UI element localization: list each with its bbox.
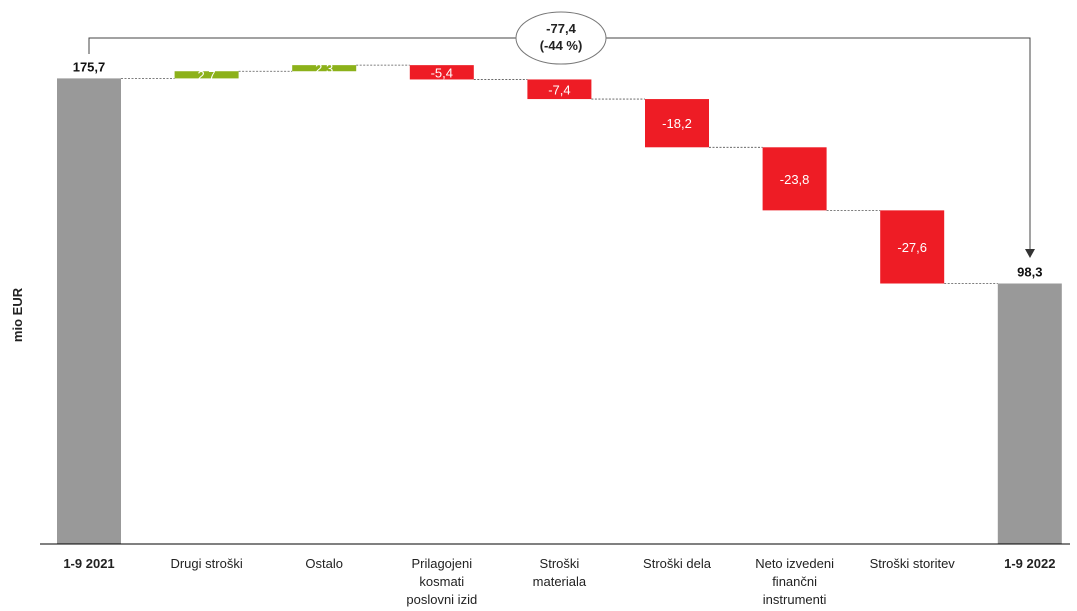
x-tick-label-2: Ostalo <box>305 556 343 571</box>
bar-5 <box>645 99 709 148</box>
change-arrow-head <box>1025 249 1035 258</box>
bars-group <box>57 65 1062 545</box>
y-axis-label: mio EUR <box>10 287 25 342</box>
bar-0 <box>57 78 121 545</box>
x-tick-label-4: Stroški materiala <box>533 556 587 589</box>
change-callout-ellipse <box>515 11 607 65</box>
bar-7 <box>880 210 945 284</box>
change-callout-percent: (-44 %) <box>540 38 583 53</box>
x-tick-label-8: 1-9 2022 <box>1004 556 1055 571</box>
value-label-4: -7,4 <box>548 82 570 97</box>
change-callout-value: -77,4 <box>546 21 576 36</box>
x-tick-label-1: Drugi stroški <box>170 556 242 571</box>
value-label-0: 175,7 <box>73 59 106 74</box>
value-label-8: 98,3 <box>1017 265 1042 280</box>
bar-6 <box>762 147 827 211</box>
x-tick-labels-group: 1-9 2021 Drugi stroški Ostalo Prilagojeni ko… <box>63 556 1055 607</box>
x-tick-label-0: 1-9 2021 <box>63 556 114 571</box>
bar-1 <box>174 71 239 79</box>
x-tick-label-5: Stroški dela <box>643 556 712 571</box>
bar-8 <box>997 283 1062 544</box>
value-label-6: -23,8 <box>780 172 810 187</box>
bar-3 <box>409 65 474 80</box>
bar-4 <box>527 79 592 100</box>
value-label-2: 2,3 <box>315 61 333 76</box>
connector-lines <box>121 64 998 284</box>
x-tick-label-7: Stroški storitev <box>870 556 956 571</box>
value-label-3: -5,4 <box>431 65 453 80</box>
value-label-7: -27,6 <box>897 240 927 255</box>
value-label-1: 2,7 <box>198 68 216 83</box>
bar-2 <box>292 65 357 72</box>
x-tick-label-6: Neto izvedeni finančni instrumenti <box>755 556 834 607</box>
value-label-5: -18,2 <box>662 116 692 131</box>
value-labels-group: 175,7 2,7 2,3 -5,4 -7,4 -18,2 -23,8 -27,6 98,3 <box>73 59 1043 279</box>
x-tick-label-3: Prilagojeni kosmati poslovni izid <box>406 556 477 607</box>
